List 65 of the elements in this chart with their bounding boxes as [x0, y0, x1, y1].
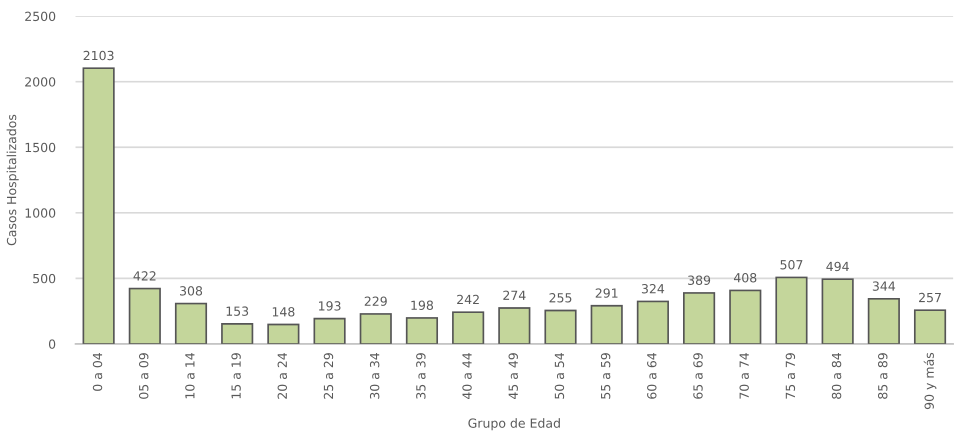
bar: [544, 310, 577, 344]
x-tick-label: 45 a 49: [508, 353, 518, 400]
data-label: 148: [272, 307, 294, 317]
data-label: 308: [180, 286, 202, 296]
data-label: 408: [734, 273, 756, 282]
x-tick-label: 85 a 89: [878, 353, 888, 399]
data-label: 507: [780, 260, 802, 270]
x-tick-label: 35 a 39: [416, 353, 426, 399]
data-label: 291: [596, 288, 618, 298]
x-tick-label: 60 a 64: [647, 352, 657, 399]
bar: [313, 318, 346, 344]
x-tick-label: 65 a 69: [693, 353, 703, 399]
data-label: 389: [688, 275, 710, 285]
bar: [360, 313, 392, 344]
bar: [267, 324, 300, 344]
data-label: 198: [411, 300, 434, 310]
data-label: 422: [133, 271, 156, 280]
x-tick-label: 80 a 84: [832, 352, 842, 399]
y-tick-label: 2000: [25, 77, 56, 87]
x-tick-label: 55 a 59: [600, 353, 610, 399]
x-tick-label: 0 a 04: [92, 352, 102, 391]
x-tick-label: 75 a 79: [786, 353, 796, 399]
data-label: 324: [642, 284, 664, 294]
data-label: 2103: [84, 50, 114, 60]
data-label: 193: [319, 301, 340, 311]
data-label: 242: [457, 294, 479, 304]
y-axis-title: Casos Hospitalizados: [6, 114, 19, 246]
x-tick-label: 70 a 74: [739, 352, 749, 399]
x-tick-label: 05 a 09: [138, 353, 148, 399]
y-tick-label: 1000: [26, 208, 56, 218]
x-axis-title: Grupo de Edad: [468, 418, 560, 430]
bar: [128, 288, 161, 344]
x-tick-label: 10 a 14: [185, 352, 195, 398]
data-label: 257: [919, 292, 941, 302]
data-label: 153: [226, 306, 248, 316]
bar: [82, 67, 115, 344]
bar: [452, 311, 484, 344]
bar: [498, 307, 530, 344]
x-tick-label: 15 a 19: [231, 353, 241, 398]
bar: [822, 278, 854, 344]
data-label: 229: [364, 296, 387, 306]
data-label: 274: [503, 290, 526, 300]
data-label: 255: [550, 293, 572, 303]
bar: [729, 290, 762, 344]
bar: [683, 292, 716, 344]
bar: [868, 298, 900, 344]
bar: [775, 276, 808, 344]
x-tick-label: 40 a 44: [462, 352, 472, 400]
x-tick-label: 30 a 34: [370, 352, 380, 399]
data-label: 494: [826, 262, 849, 272]
bar: [590, 304, 623, 344]
bar: [914, 309, 946, 344]
y-tick-label: 0: [48, 339, 56, 349]
bar: [636, 300, 669, 344]
x-tick-label: 25 a 29: [324, 353, 334, 399]
x-tick-label: 90 y más: [924, 352, 936, 410]
bar: [221, 323, 254, 344]
x-tick-label: 20 a 24: [278, 352, 288, 399]
data-label: 344: [872, 281, 896, 291]
x-tick-label: 50 a 54: [554, 352, 564, 399]
y-tick-label: 2500: [25, 12, 56, 22]
y-tick-label: 500: [33, 274, 56, 284]
bar: [174, 302, 208, 344]
y-tick-label: 1500: [26, 142, 56, 152]
bar: [406, 317, 438, 344]
